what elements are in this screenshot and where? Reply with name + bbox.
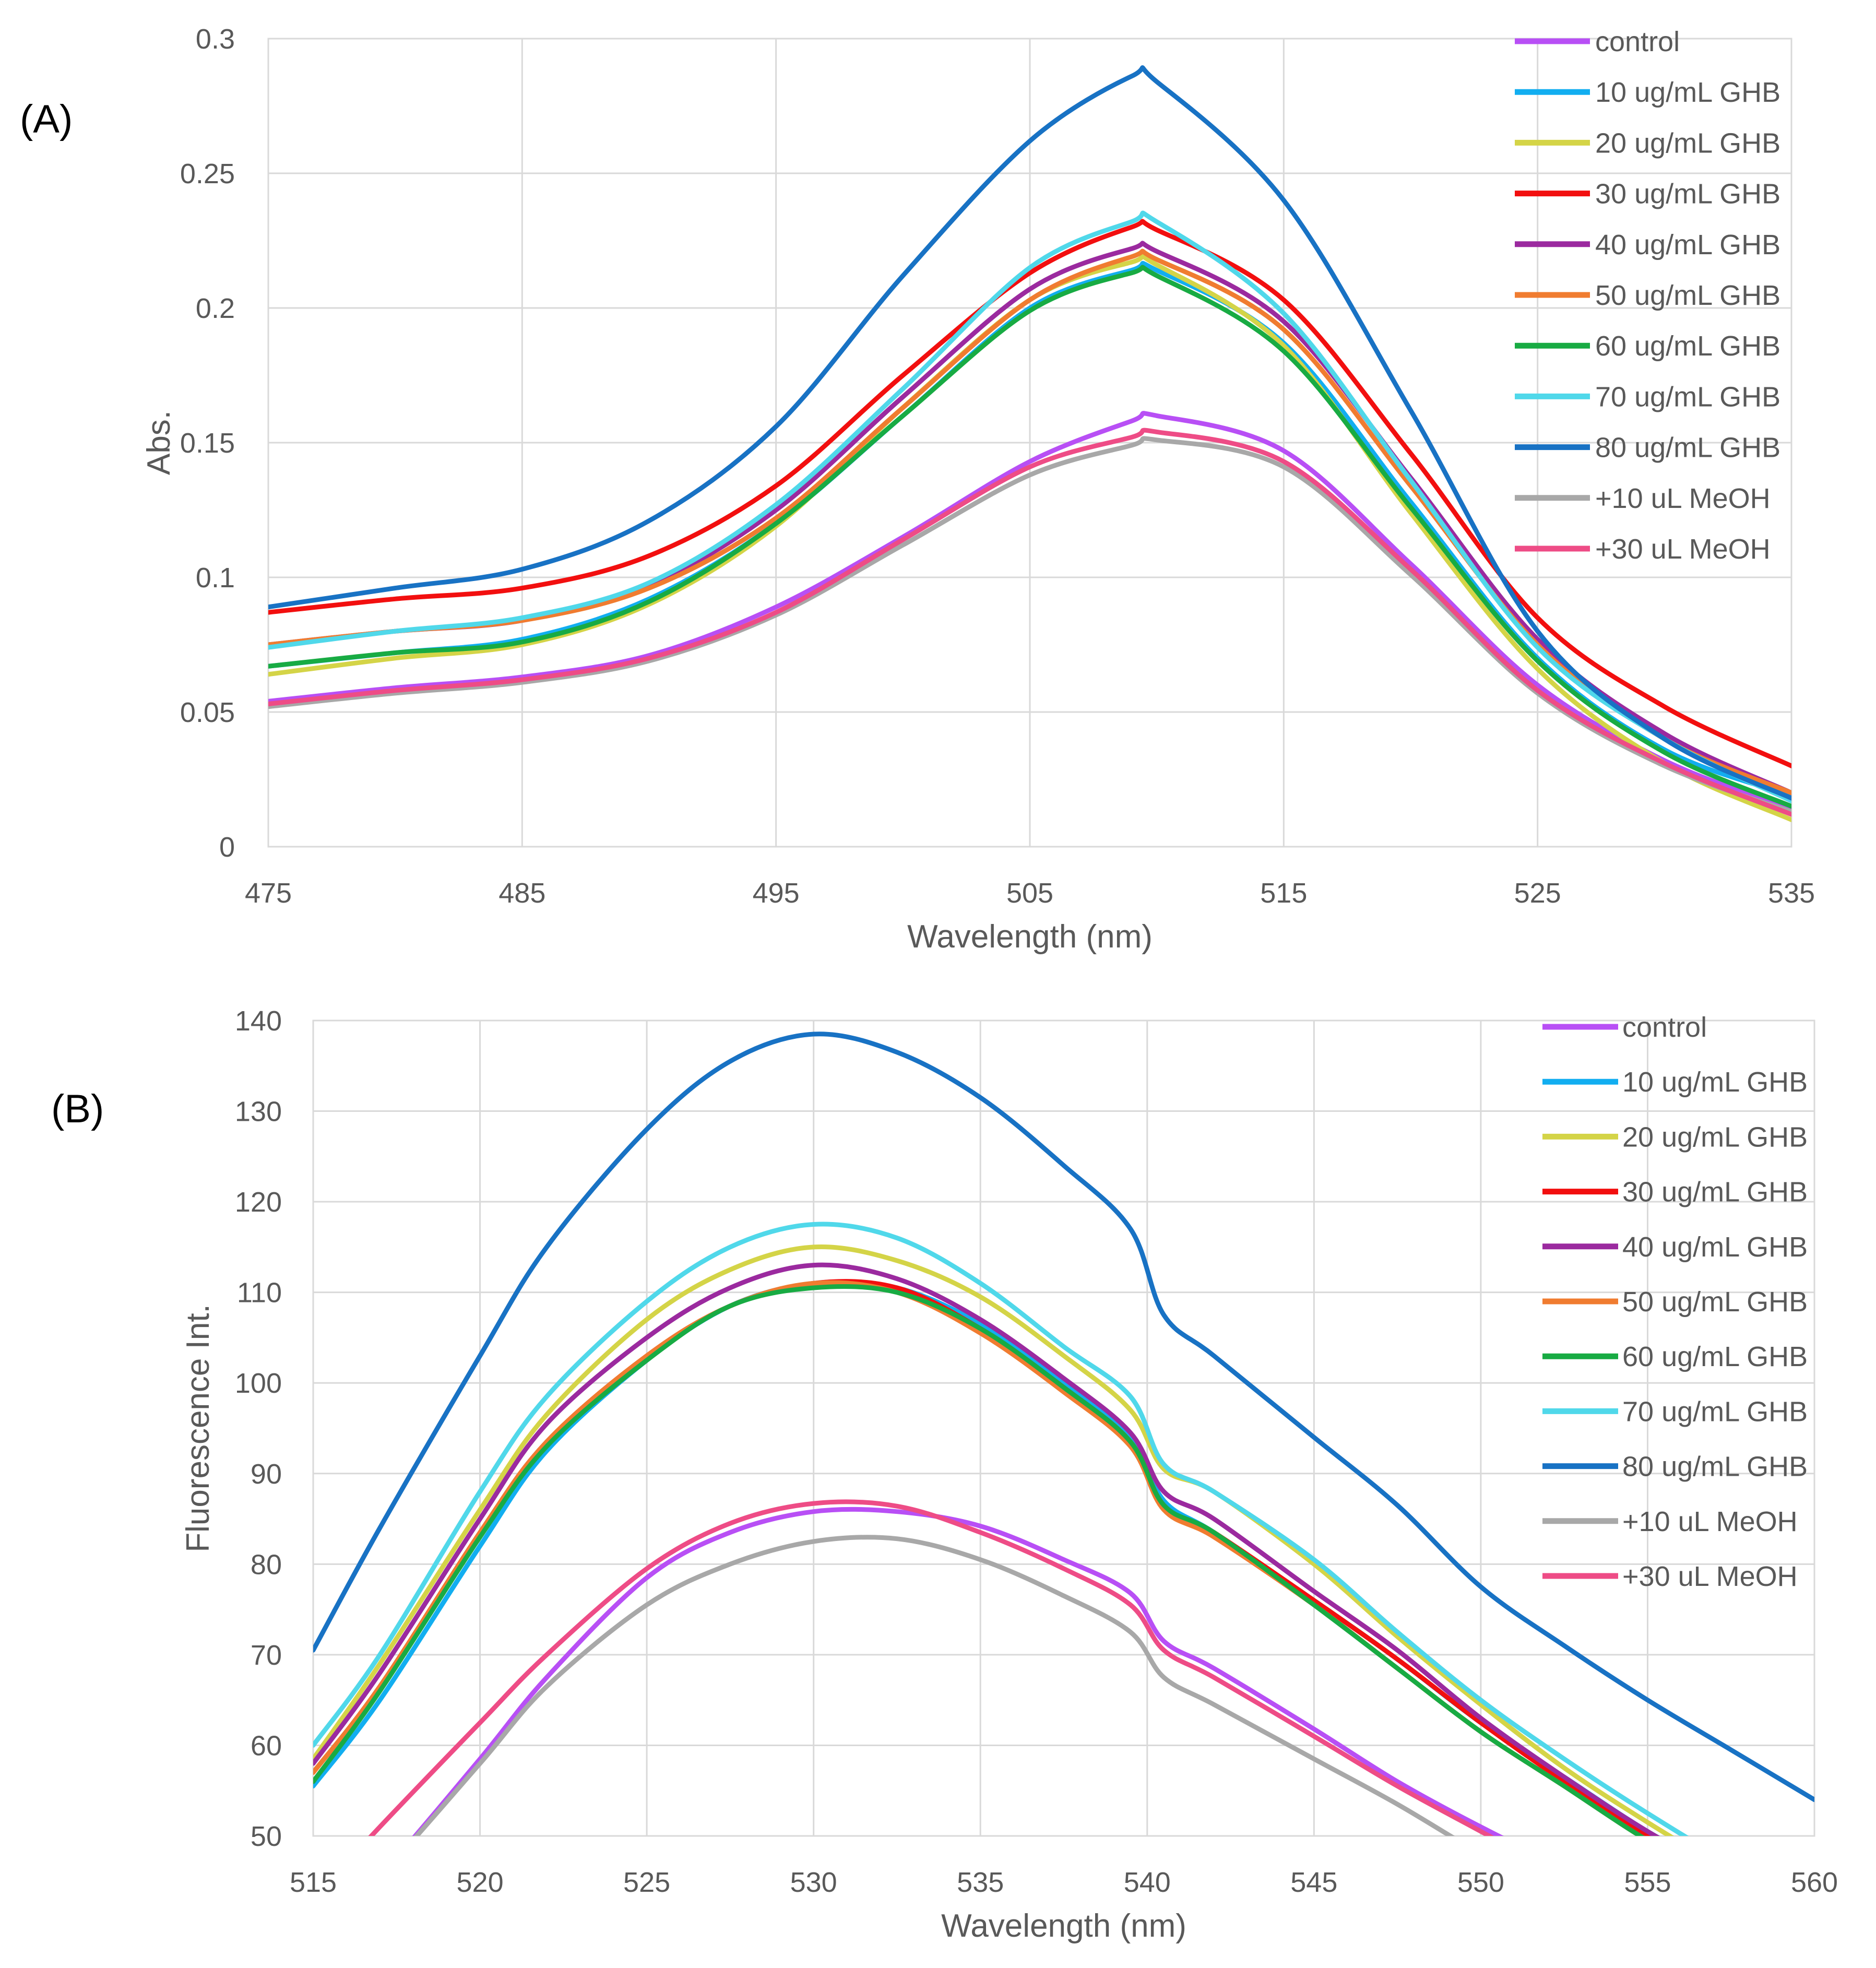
y-tick-label: 0.25 xyxy=(180,158,235,189)
x-tick-label: 495 xyxy=(753,878,800,909)
panel-b-label: (B) xyxy=(51,1087,104,1131)
y-tick-label: 130 xyxy=(235,1096,282,1128)
x-tick-label: 540 xyxy=(1124,1867,1171,1898)
series-line xyxy=(368,1499,1494,1836)
x-tick-label: 505 xyxy=(1006,878,1053,909)
y-tick-label: 60 xyxy=(251,1730,282,1761)
x-tick-label: 555 xyxy=(1624,1867,1671,1898)
series-line xyxy=(313,1032,1814,1803)
y-tick-label: 0.2 xyxy=(196,293,235,324)
x-tick-label: 550 xyxy=(1457,1867,1504,1898)
series-line xyxy=(268,411,1791,812)
legend-label: 40 ug/mL GHB xyxy=(1622,1231,1808,1263)
x-tick-label: 545 xyxy=(1290,1867,1337,1898)
legend-label: 30 ug/mL GHB xyxy=(1622,1177,1808,1208)
x-tick-label: 530 xyxy=(790,1867,837,1898)
legend-label: 60 ug/mL GHB xyxy=(1595,330,1780,362)
x-tick-label: 475 xyxy=(245,878,292,909)
y-tick-label: 70 xyxy=(251,1640,282,1671)
legend-label: control xyxy=(1595,26,1680,57)
y-tick-label: 90 xyxy=(251,1459,282,1490)
x-tick-label: 525 xyxy=(623,1867,670,1898)
series-line xyxy=(268,219,1791,768)
y-tick-label: 120 xyxy=(235,1187,282,1218)
legend-label: +10 uL MeOH xyxy=(1622,1506,1798,1537)
panel-a-label: (A) xyxy=(20,97,73,141)
x-tick-label: 515 xyxy=(290,1867,337,1898)
legend-label: 50 ug/mL GHB xyxy=(1595,280,1780,311)
y-tick-label: 0.1 xyxy=(196,562,235,594)
plot-area xyxy=(267,38,1792,848)
y-tick-label: 0.3 xyxy=(196,23,235,55)
legend-label: 50 ug/mL GHB xyxy=(1622,1286,1808,1318)
legend-label: 40 ug/mL GHB xyxy=(1595,229,1780,260)
legend: control 10 ug/mL GHB 20 ug/mL GHB 30 ug/mL … xyxy=(1515,26,1780,565)
legend-label: +30 uL MeOH xyxy=(1622,1561,1798,1592)
series-line xyxy=(268,65,1791,801)
series-line xyxy=(313,1262,1660,1836)
series-line xyxy=(313,1244,1675,1836)
legend-label: 20 ug/mL GHB xyxy=(1622,1121,1808,1153)
legend-label: 10 ug/mL GHB xyxy=(1622,1066,1808,1098)
panel-b: (B) 515 520 525 530 535 540 545 550 555 560 50 60 70… xyxy=(51,1005,1838,1944)
series-line xyxy=(412,1507,1504,1836)
x-tick-label: 535 xyxy=(1768,878,1815,909)
legend-label: 60 ug/mL GHB xyxy=(1622,1341,1808,1372)
y-tick-label: 100 xyxy=(235,1368,282,1399)
legend-label: 10 ug/mL GHB xyxy=(1595,77,1780,108)
x-axis-title: Wavelength (nm) xyxy=(941,1908,1186,1944)
series-line xyxy=(268,265,1791,809)
x-tick-label: 485 xyxy=(498,878,545,909)
legend-label: 20 ug/mL GHB xyxy=(1595,127,1780,159)
legend-label: 80 ug/mL GHB xyxy=(1622,1451,1808,1483)
y-tick-label: 140 xyxy=(235,1005,282,1037)
legend: control 10 ug/mL GHB 20 ug/mL GHB 30 ug/mL … xyxy=(1542,1012,1808,1592)
x-tick-label: 515 xyxy=(1260,878,1307,909)
series-line xyxy=(268,254,1791,822)
y-tick-label: 0 xyxy=(219,832,235,863)
legend-label: 70 ug/mL GHB xyxy=(1595,381,1780,412)
legend-label: 80 ug/mL GHB xyxy=(1595,432,1780,464)
x-tick-label: 525 xyxy=(1514,878,1561,909)
y-axis-title: Fluorescence Int. xyxy=(180,1304,216,1552)
x-tick-label: 560 xyxy=(1791,1867,1838,1898)
y-tick-label: 50 xyxy=(251,1821,282,1852)
legend-label: +30 uL MeOH xyxy=(1595,534,1771,565)
legend-label: 30 ug/mL GHB xyxy=(1595,179,1780,210)
y-tick-label: 0.15 xyxy=(180,428,235,459)
legend-label: 70 ug/mL GHB xyxy=(1622,1396,1808,1427)
y-axis-title: Abs. xyxy=(141,410,177,475)
legend-label: +10 uL MeOH xyxy=(1595,483,1771,514)
y-tick-label: 80 xyxy=(251,1549,282,1580)
series-line xyxy=(413,1535,1455,1836)
series-line xyxy=(313,1284,1645,1836)
series-lines xyxy=(313,1032,1814,1836)
series-line xyxy=(268,210,1791,803)
plot-area xyxy=(312,1019,1815,1837)
x-tick-label: 535 xyxy=(957,1867,1004,1898)
panel-a: (A) 475 485 495 505 515 525 535 0 0.05 0.1 0.15 0.2… xyxy=(20,23,1815,955)
series-line xyxy=(268,428,1791,817)
legend-label: control xyxy=(1622,1012,1707,1043)
series-lines xyxy=(268,65,1791,822)
x-tick-label: 520 xyxy=(457,1867,504,1898)
y-tick-label: 0.05 xyxy=(180,697,235,728)
series-line xyxy=(313,1222,1689,1836)
y-tick-label: 110 xyxy=(237,1277,282,1309)
x-axis-title: Wavelength (nm) xyxy=(907,919,1153,955)
